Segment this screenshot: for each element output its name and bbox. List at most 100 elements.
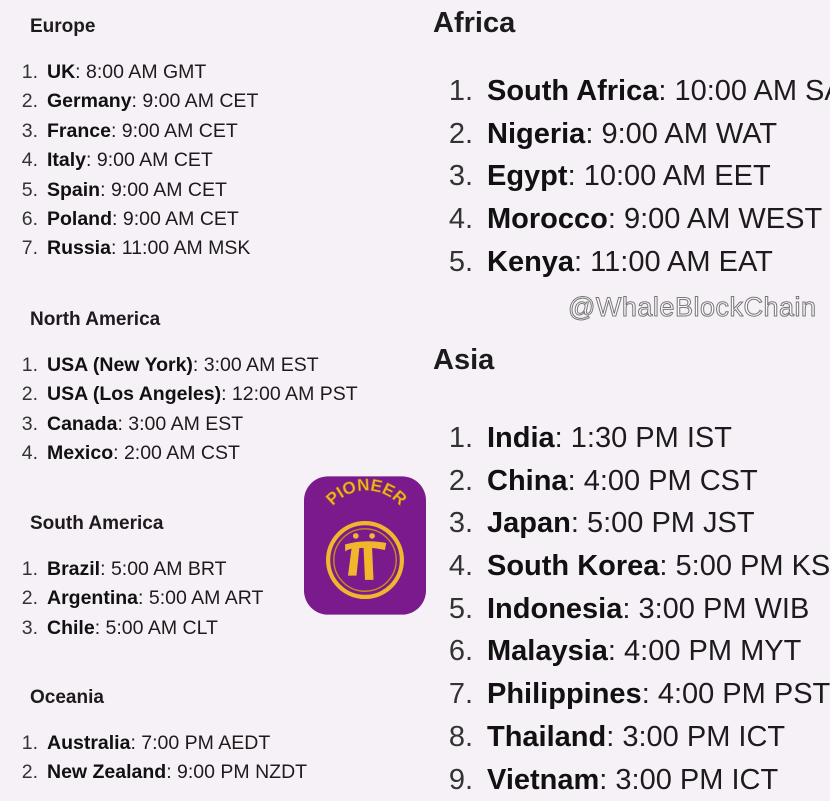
time-value: 11:00 AM EAT: [590, 245, 773, 278]
item-number: 5.: [448, 592, 473, 625]
item-number: 2.: [21, 383, 38, 406]
region-heading: Africa: [433, 7, 516, 39]
country-name: Poland: [47, 207, 113, 230]
country-name: Italy: [47, 149, 87, 172]
region-heading: North America: [30, 309, 161, 330]
country-name: Argentina: [47, 587, 139, 610]
time-value: 12:00 AM PST: [231, 383, 358, 406]
time-value: 5:00 AM CLT: [105, 616, 218, 639]
region-oceania: Oceania 1. Australia: 7:00 PM AEDT 2. New Ze…: [22, 687, 308, 788]
pioneer-logo: PIONEER: [304, 476, 426, 615]
country-name: Malaysia: [487, 635, 608, 668]
list-item: 2. China: 4:00 PM CST: [433, 460, 830, 503]
list-item: 3. Egypt: 10:00 AM EET: [433, 155, 830, 198]
country-name: Egypt: [487, 160, 568, 193]
country-name: Indonesia: [487, 592, 623, 625]
country-name: USA (Los Angeles): [47, 383, 222, 406]
list-item: 4.South Korea: 5:00 PM KST: [433, 545, 830, 588]
region-south-america: South America 1. Brazil: 5:00 AM BRT 2. Arge…: [22, 513, 264, 643]
time-value: 4:00 PM MYT: [624, 635, 802, 668]
item-number: 1.: [21, 732, 38, 754]
item-number: 1.: [448, 422, 473, 454]
time-value: 1:30 PM IST: [570, 422, 732, 454]
country-name: South Africa: [487, 75, 659, 107]
time-value: 9:00 AM WEST: [623, 203, 823, 236]
time-value: 11:00 AM MSK: [121, 237, 251, 260]
country-name: Chile: [47, 616, 95, 639]
country-name: Japan: [487, 507, 571, 540]
time-value: 7:00 PM AEDT: [141, 732, 271, 754]
item-number: 3.: [21, 616, 38, 639]
country-name: Canada: [47, 412, 118, 435]
country-name: New Zealand: [47, 761, 167, 784]
list-item: 1. Brazil: 5:00 AM BRT: [0, 555, 263, 584]
country-name: Thailand: [487, 720, 607, 753]
region-heading: South America: [30, 513, 164, 534]
time-value: 10:00 AM SAST: [674, 75, 830, 107]
country-name: France: [47, 119, 111, 142]
list-item: 7. Russia: 11:00 AM MSK: [0, 234, 258, 263]
country-name: Germany: [47, 90, 132, 113]
country-name: Australia: [47, 732, 131, 754]
time-value: 2:00 AM CST: [123, 442, 240, 465]
time-value: 3:00 AM EST: [203, 354, 319, 376]
item-number: 4.: [448, 550, 473, 583]
time-value: 4:00 PM CST: [583, 464, 758, 497]
time-value: 9:00 AM CET: [122, 207, 239, 230]
list-item: 1. Australia: 7:00 PM AEDT: [0, 729, 307, 758]
country-name: UK: [47, 61, 76, 83]
item-number: 7.: [448, 678, 473, 711]
region-north-america: North America 1. USA (New York): 3:00 AM E…: [22, 309, 358, 469]
country-name: Brazil: [47, 558, 101, 580]
logo-ring: [325, 521, 405, 600]
time-value: 9:00 AM WAT: [601, 117, 778, 150]
list-item: 1. USA (New York): 3:00 AM EST: [0, 351, 358, 380]
list-item: 3. Japan: 5:00 PM JST: [433, 502, 830, 545]
time-value: 5:00 PM JST: [586, 507, 755, 540]
country-name: Philippines: [487, 678, 642, 711]
list-item: 4. Morocco: 9:00 AM WEST: [433, 198, 830, 241]
time-value: 9:00 AM CET: [142, 90, 259, 113]
time-value: 10:00 AM EET: [583, 160, 771, 193]
item-number: 3.: [21, 119, 38, 142]
list-item: 5. Kenya: 11:00 AM EAT: [433, 241, 830, 284]
list-item: 5. Spain: 9:00 AM CET: [0, 176, 258, 205]
list-item: 7. Philippines: 4:00 PM PST: [433, 673, 830, 716]
region-heading: Europe: [30, 16, 96, 37]
time-value: 5:00 PM KST: [675, 550, 830, 583]
watermark: @WhaleBlockChain: [568, 292, 817, 323]
item-number: 4.: [21, 442, 38, 465]
region-europe: Europe 1. UK: 8:00 AM GMT 2. Germany: 9:00 A…: [22, 16, 259, 264]
region-heading: Oceania: [30, 687, 104, 708]
item-number: 4.: [21, 149, 38, 172]
time-value: 3:00 PM ICT: [615, 763, 779, 796]
item-number: 1.: [21, 558, 38, 580]
right-column: Africa 1.South Africa: 10:00 AM SAST 2. Nig…: [430, 0, 830, 801]
list-item: 3. Chile: 5:00 AM CLT: [0, 614, 263, 643]
country-name: India: [487, 422, 555, 454]
country-name: Vietnam: [487, 763, 600, 796]
item-number: 4.: [448, 203, 473, 236]
time-value: 5:00 AM BRT: [110, 558, 227, 580]
item-number: 2.: [21, 587, 38, 610]
list-item: 8. Thailand: 3:00 PM ICT: [433, 716, 830, 759]
item-number: 1.: [21, 354, 38, 376]
country-name: Nigeria: [487, 117, 586, 150]
list-item: 2. USA (Los Angeles): 12:00 AM PST: [0, 380, 358, 409]
list-item: 5. Indonesia: 3:00 PM WIB: [433, 588, 830, 631]
list-item: 1. India: 1:30 PM IST: [433, 417, 830, 460]
list-item: 3. Canada: 3:00 AM EST: [0, 410, 358, 439]
item-number: 3.: [448, 507, 473, 540]
item-number: 5.: [21, 178, 38, 201]
country-name: Kenya: [487, 245, 575, 278]
list-item: 4. Italy: 9:00 AM CET: [0, 146, 258, 175]
time-value: 9:00 PM NZDT: [177, 761, 308, 784]
list-item: 6. Malaysia: 4:00 PM MYT: [433, 630, 830, 673]
time-value: 5:00 AM ART: [148, 587, 264, 610]
time-value: 9:00 AM CET: [121, 119, 238, 142]
list-item: 1. UK: 8:00 AM GMT: [0, 58, 258, 87]
list-item: 1.South Africa: 10:00 AM SAST: [433, 70, 830, 113]
list-item: 2. Germany: 9:00 AM CET: [0, 87, 259, 116]
item-number: 2.: [448, 464, 473, 497]
pi-icon: [345, 533, 387, 580]
